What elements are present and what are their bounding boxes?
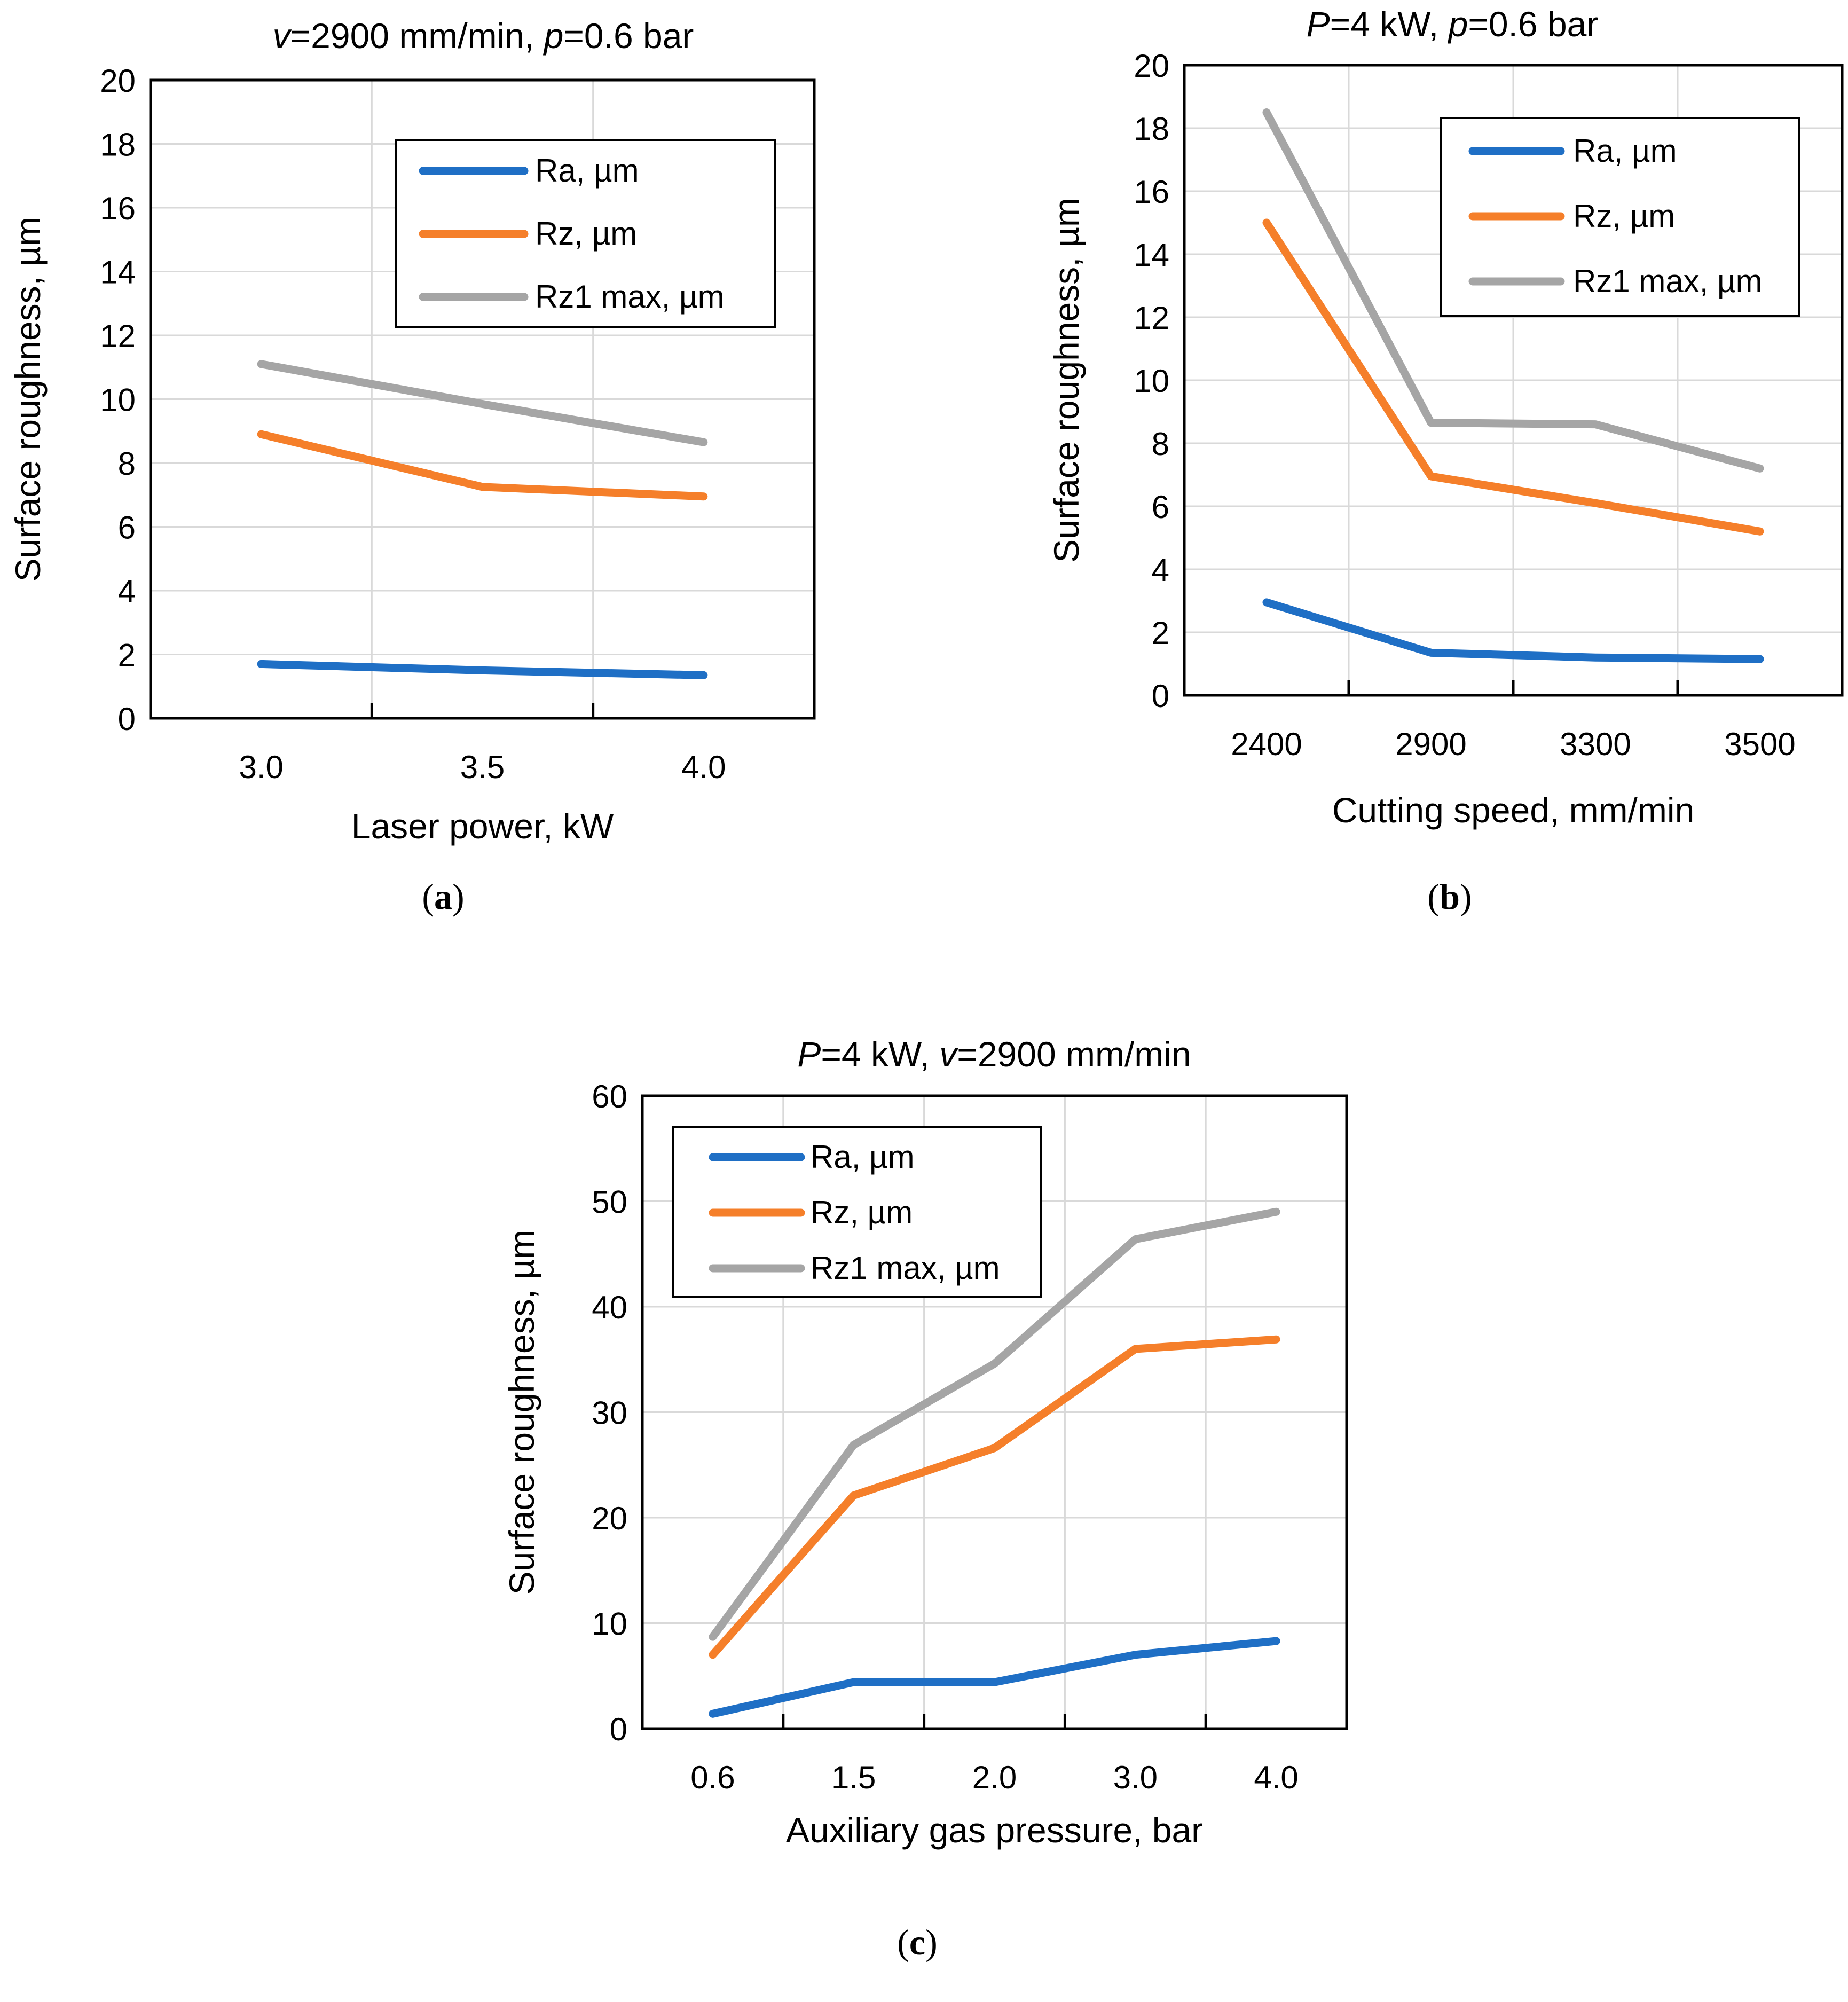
x-axis-label-b: Cutting speed, mm/min (1332, 790, 1695, 830)
y-tick-label-c: 40 (592, 1290, 627, 1325)
series-line-rz-m-b (1262, 218, 1764, 536)
chart-a-svg: 0 2 4 6 8 10 12 14 16 18 20 3.0 3.5 4.0 Ra, µm Rz, µm Rz… (8, 16, 816, 846)
chart-title-c: P=4 kW, v=2900 mm/min (797, 1034, 1191, 1074)
chart-title-b: P=4 kW, p=0.6 bar (1307, 4, 1599, 44)
y-tick-label-b: 0 (1152, 678, 1169, 714)
y-tick-label-a: 20 (100, 63, 136, 99)
y-tick-label-a: 2 (118, 638, 136, 673)
legend-label-rz1-max-m-b: Rz1 max, µm (1573, 263, 1763, 299)
legend-label-rz-m-a: Rz, µm (535, 216, 637, 252)
legend-label-ra-m-c: Ra, µm (811, 1139, 915, 1175)
y-tick-label-c: 20 (592, 1501, 627, 1536)
x-tick-label-b: 3500 (1724, 726, 1795, 762)
chart-title-a: v=2900 mm/min, p=0.6 bar (273, 16, 694, 56)
chart-panel-a: 0 2 4 6 8 10 12 14 16 18 20 3.0 3.5 4.0 Ra, µm Rz, µm Rz… (0, 0, 908, 961)
plot-frame-c (641, 1094, 1348, 1730)
y-tick-label-b: 14 (1134, 237, 1169, 273)
panel-label-a: (a) (422, 876, 465, 917)
y-tick-label-a: 10 (100, 382, 136, 418)
y-tick-label-b: 10 (1134, 363, 1169, 399)
y-tick-label-b: 18 (1134, 111, 1169, 147)
chart-panel-b: 0 2 4 6 8 10 12 14 16 18 20 2400 2900 3300 3500 Ra, µm R… (908, 0, 1848, 961)
y-tick-label-a: 4 (118, 574, 136, 609)
x-tick-label-a: 3.0 (239, 749, 283, 785)
y-tick-label-a: 18 (100, 127, 136, 163)
x-tick-label-a: 4.0 (681, 749, 726, 785)
legend-label-rz1-max-m-a: Rz1 max, µm (535, 279, 725, 315)
legend-label-rz-m-c: Rz, µm (811, 1195, 913, 1230)
y-tick-label-a: 0 (118, 701, 136, 737)
legend-label-rz1-max-m-c: Rz1 max, µm (811, 1250, 1000, 1286)
y-axis-label-c: Surface roughness, µm (502, 1230, 541, 1595)
x-tick-label-c: 3.0 (1113, 1760, 1158, 1795)
y-tick-label-c: 60 (592, 1079, 627, 1114)
legend-label-rz-m-b: Rz, µm (1573, 198, 1675, 234)
x-tick-label-b: 2900 (1395, 726, 1466, 762)
y-tick-label-c: 30 (592, 1395, 627, 1431)
y-tick-label-b: 2 (1152, 615, 1169, 651)
x-tick-label-b: 2400 (1231, 726, 1302, 762)
y-tick-label-b: 8 (1152, 426, 1169, 462)
y-tick-label-b: 16 (1134, 174, 1169, 210)
x-tick-label-c: 1.5 (831, 1760, 876, 1795)
chart-b-svg: 0 2 4 6 8 10 12 14 16 18 20 2400 2900 3300 3500 Ra, µm R… (1047, 4, 1844, 830)
y-tick-label-c: 10 (592, 1606, 627, 1642)
plot-frame-b (1183, 64, 1844, 697)
legend-label-ra-m-a: Ra, µm (535, 153, 639, 189)
plot-frame-a (149, 78, 816, 720)
y-axis-label-a: Surface roughness, µm (8, 217, 48, 582)
y-tick-label-c: 50 (592, 1184, 627, 1220)
y-tick-label-a: 16 (100, 191, 136, 226)
chart-panel-c: 0 10 20 30 40 50 60 0.6 1.5 2.0 3.0 4.0 Ra, µm Rz, µm… (0, 961, 1848, 2002)
y-tick-label-a: 6 (118, 510, 136, 546)
chart-c-svg: 0 10 20 30 40 50 60 0.6 1.5 2.0 3.0 4.0 Ra, µm Rz, µm… (502, 1034, 1348, 1850)
x-tick-label-b: 3300 (1560, 726, 1631, 762)
series-line-rz1-max-m-b (1262, 108, 1764, 473)
y-tick-label-b: 4 (1152, 552, 1169, 588)
x-tick-label-c: 0.6 (690, 1760, 735, 1795)
x-tick-label-c: 4.0 (1254, 1760, 1298, 1795)
panel-label-c: (c) (897, 1922, 938, 1962)
panel-label-b: (b) (1427, 876, 1472, 917)
y-tick-label-b: 20 (1134, 48, 1169, 84)
y-tick-label-b: 12 (1134, 300, 1169, 336)
x-tick-label-a: 3.5 (460, 749, 505, 785)
y-tick-label-a: 12 (100, 318, 136, 354)
y-tick-label-a: 14 (100, 255, 136, 291)
y-tick-label-b: 6 (1152, 489, 1169, 525)
y-tick-label-c: 0 (610, 1711, 627, 1747)
series-line-ra-m-b (1262, 598, 1764, 663)
y-tick-label-a: 8 (118, 446, 136, 482)
y-axis-label-b: Surface roughness, µm (1047, 198, 1086, 563)
x-tick-label-c: 2.0 (972, 1760, 1017, 1795)
x-axis-label-a: Laser power, kW (351, 806, 614, 846)
x-axis-label-c: Auxiliary gas pressure, bar (786, 1810, 1203, 1850)
legend-label-ra-m-b: Ra, µm (1573, 133, 1677, 169)
